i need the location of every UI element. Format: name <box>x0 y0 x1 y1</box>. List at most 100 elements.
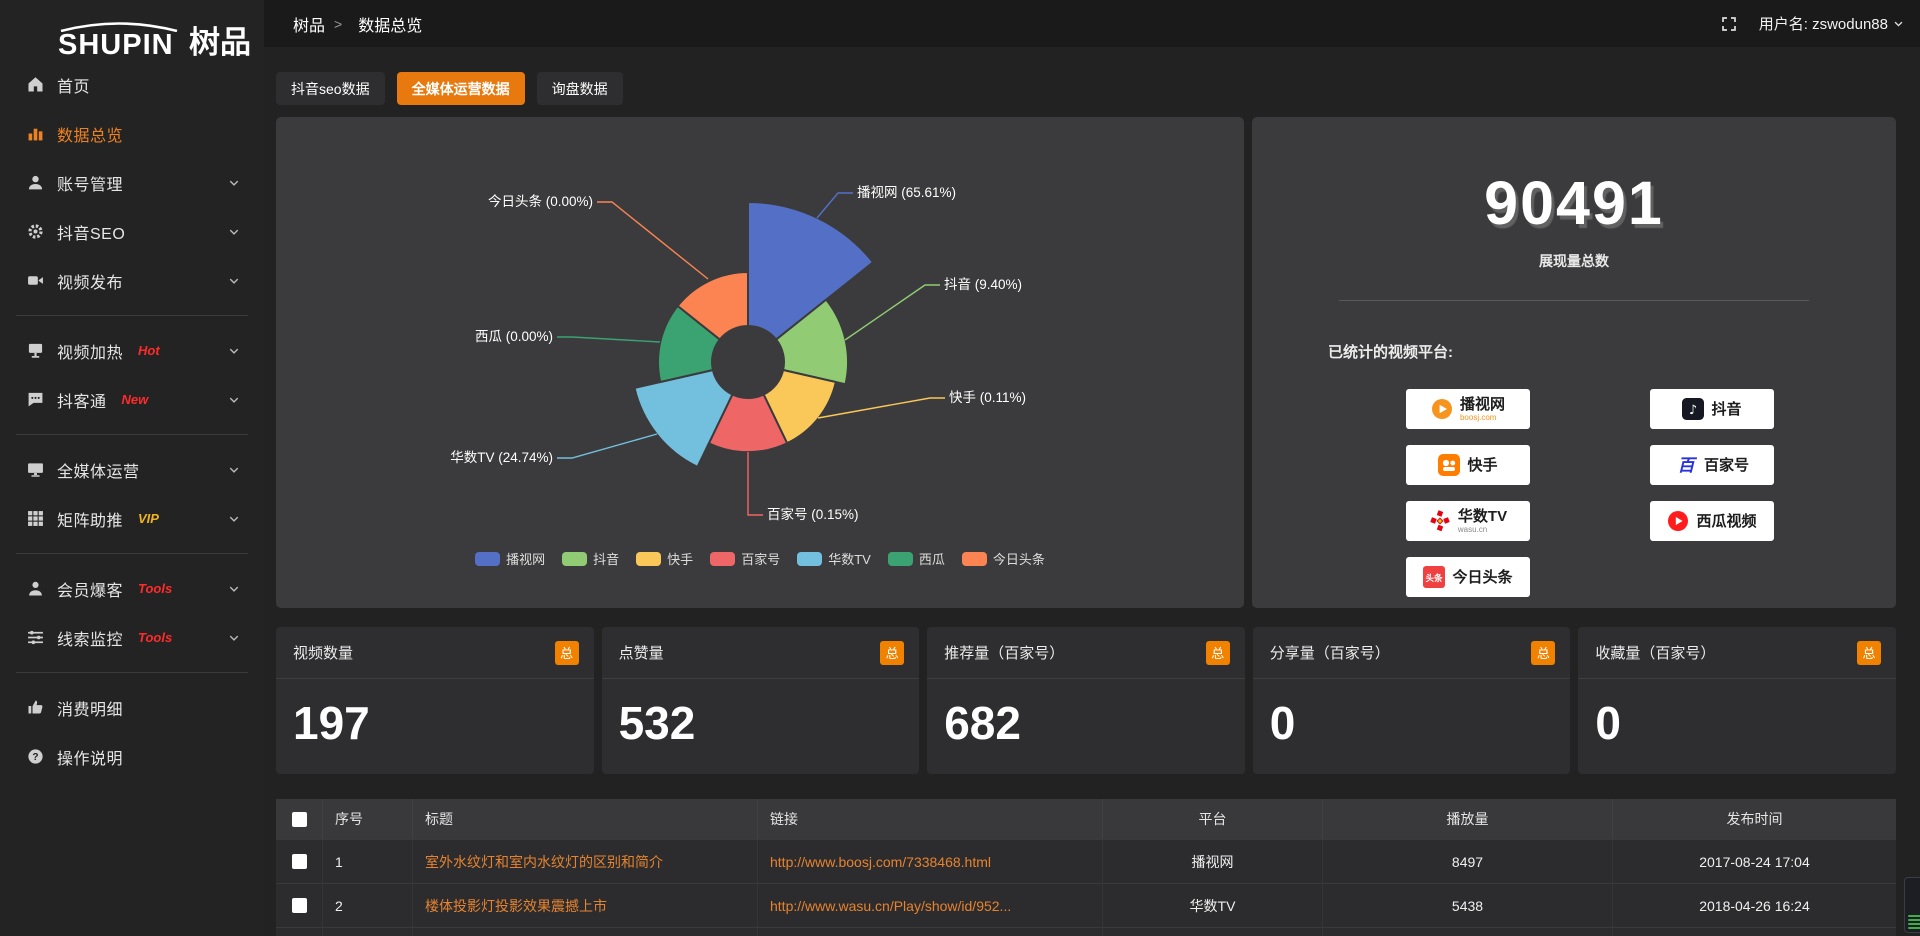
legend-item-西瓜[interactable]: 西瓜 <box>887 549 945 568</box>
svg-text:♪: ♪ <box>1689 403 1697 418</box>
stat-card-header: 分享量（百家号） 总 <box>1252 627 1571 679</box>
sidebar-item-视频发布[interactable]: 视频发布 <box>0 256 264 305</box>
baijiahao-logo: 百 <box>1675 454 1697 476</box>
sidebar-item-首页[interactable]: 首页 <box>0 60 264 109</box>
video-url-link[interactable]: http://www.boosj.com/7338468.html <box>757 840 1102 883</box>
video-title-link[interactable]: 楼体投影灯投影效果震撼上市 <box>412 884 757 927</box>
sidebar-item-badge: Tools <box>138 630 173 645</box>
sidebar-item-label: 消费明细 <box>57 701 124 719</box>
home-icon <box>27 76 44 93</box>
stat-card-header: 点赞量 总 <box>601 627 920 679</box>
toutiao-logo: 头条 <box>1423 566 1446 588</box>
sidebar-item-抖音SEO[interactable]: 抖音SEO <box>0 207 264 256</box>
video-publish-icon <box>27 272 44 289</box>
topbar-right: 用户名: zswodun88 <box>1721 13 1904 34</box>
platform-share-chart-panel: 播视网 (65.61%) 抖音 (9.40%) 快手 (0.11%) 百家号 (0.1… <box>276 117 1244 608</box>
sidebar-item-label: 账号管理 <box>57 176 124 194</box>
sidebar-item-线索监控[interactable]: 线索监控 Tools <box>0 613 264 662</box>
legend-item-快手[interactable]: 快手 <box>636 549 693 568</box>
sidebar-item-账号管理[interactable]: 账号管理 <box>0 158 264 207</box>
legend-label: 今日头条 <box>992 552 1045 567</box>
sidebar-item-label: 线索监控 <box>57 631 124 649</box>
stat-value: 682 <box>944 697 1021 749</box>
legend-swatch <box>797 551 823 566</box>
table-header-row: 序号 标题 链接 平台 播放量 发布时间 <box>276 799 1896 839</box>
pie-slice-百家号[interactable] <box>707 393 789 454</box>
stat-total-badge: 总 <box>1205 640 1230 665</box>
pie-slice-今日头条[interactable] <box>676 270 749 341</box>
publish-time-cell: 2018-04-26 16:24 <box>1612 884 1896 927</box>
platform-badge-快手: 快手 <box>1406 445 1530 485</box>
kuaishou-logo <box>1438 454 1461 476</box>
row-checkbox-cell <box>276 884 322 927</box>
pie-label-line <box>844 284 940 341</box>
brand-logo-en: SHUPIN <box>58 22 180 59</box>
pie-slice-华数TV[interactable] <box>633 368 734 469</box>
sidebar-item-抖客通[interactable]: 抖客通 New <box>0 375 264 424</box>
pie-label-line <box>557 336 661 343</box>
stat-value: 0 <box>1595 697 1621 749</box>
platform-badge-抖音: ♪ 抖音 <box>1650 389 1774 429</box>
sidebar-item-会员爆客[interactable]: 会员爆客 Tools <box>0 564 264 613</box>
platform-name: 抖音 <box>1711 400 1742 418</box>
tab-全媒体运营数据[interactable]: 全媒体运营数据 <box>396 72 525 105</box>
legend-item-今日头条[interactable]: 今日头条 <box>961 549 1045 568</box>
row-checkbox[interactable] <box>291 854 307 869</box>
platform-badge-百家号: 百百家号 <box>1650 445 1774 485</box>
floating-widget[interactable] <box>1904 877 1920 933</box>
stat-title: 收藏量（百家号） <box>1595 645 1716 662</box>
legend-item-抖音[interactable]: 抖音 <box>562 549 619 568</box>
sidebar-item-矩阵助推[interactable]: 矩阵助推 VIP <box>0 494 264 543</box>
chat-icon <box>27 391 44 408</box>
select-all-checkbox[interactable] <box>291 811 307 827</box>
xigua-logo <box>1667 510 1689 532</box>
legend-swatch <box>887 551 913 566</box>
grid-icon <box>27 510 44 527</box>
tab-询盘数据[interactable]: 询盘数据 <box>536 72 623 105</box>
legend-item-华数TV[interactable]: 华数TV <box>797 549 871 568</box>
platform-texts: 今日头条 <box>1452 570 1512 585</box>
stat-card-header: 推荐量（百家号） 总 <box>927 627 1245 679</box>
platform-name: 西瓜视频 <box>1696 512 1757 530</box>
user-menu[interactable]: 用户名: zswodun88 <box>1759 13 1904 34</box>
data-tabs: 抖音seo数据 全媒体运营数据 询盘数据 <box>276 72 623 105</box>
pie-slice-抖音[interactable] <box>774 298 850 386</box>
legend-item-百家号[interactable]: 百家号 <box>710 549 780 568</box>
column-header-发布时间: 发布时间 <box>1612 799 1896 839</box>
pie-slice-播视网[interactable] <box>747 200 875 341</box>
svg-text:?: ? <box>32 752 38 763</box>
row-index: 2 <box>322 884 412 927</box>
empty-cell <box>276 928 322 936</box>
empty-cell <box>1322 928 1612 936</box>
breadcrumb-label: 树品 <box>293 17 326 35</box>
sidebar-item-消费明细[interactable]: 消费明细 <box>0 683 264 732</box>
platforms-column-1: 播视网 boosj.com 快手 华数TV wasu.cn 头条 今日头条 <box>1406 389 1530 597</box>
pie-label: 百家号 (0.15%) <box>767 506 859 522</box>
sidebar-item-视频加热[interactable]: 视频加热 Hot <box>0 326 264 375</box>
stat-title: 推荐量（百家号） <box>944 645 1065 662</box>
chart-legend: 播视网 抖音 快手 百家号 华数TV 西瓜 今日头条 <box>276 549 1244 568</box>
pie-label-line <box>817 397 945 419</box>
svg-text:百: 百 <box>1677 456 1697 475</box>
pie-slice-西瓜[interactable] <box>657 304 722 384</box>
douyin-logo: ♪ <box>1682 398 1705 420</box>
breadcrumb-item-数据总览[interactable]: 数据总览 <box>351 12 422 36</box>
fullscreen-icon[interactable] <box>1721 16 1737 32</box>
platform-cell: 华数TV <box>1102 884 1322 927</box>
platforms-column-2: ♪ 抖音百百家号西瓜视频 <box>1650 389 1774 597</box>
platforms-grid: 播视网 boosj.com 快手 华数TV wasu.cn 头条 今日头条 ♪ 抖音百百家号西瓜… <box>1406 389 1774 597</box>
breadcrumb-item-树品[interactable]: 树品 <box>286 12 325 36</box>
video-title-link[interactable]: 室外水纹灯和室内水纹灯的区别和简介 <box>412 840 757 883</box>
legend-item-播视网[interactable]: 播视网 <box>475 549 545 568</box>
stat-card-推荐量（百家号）: 推荐量（百家号） 总 682 <box>927 627 1245 774</box>
empty-cell <box>412 928 757 936</box>
sidebar-item-数据总览[interactable]: 数据总览 <box>0 109 264 158</box>
tab-抖音seo数据[interactable]: 抖音seo数据 <box>276 72 385 105</box>
video-url-link[interactable]: http://www.wasu.cn/Play/show/id/952... <box>757 884 1102 927</box>
sidebar-item-操作说明[interactable]: ? 操作说明 <box>0 732 264 781</box>
row-checkbox[interactable] <box>291 898 307 913</box>
sidebar-item-全媒体运营[interactable]: 全媒体运营 <box>0 445 264 494</box>
sidebar-divider <box>16 553 248 554</box>
legend-label: 华数TV <box>828 552 871 567</box>
pie-slice-快手[interactable] <box>762 368 838 445</box>
